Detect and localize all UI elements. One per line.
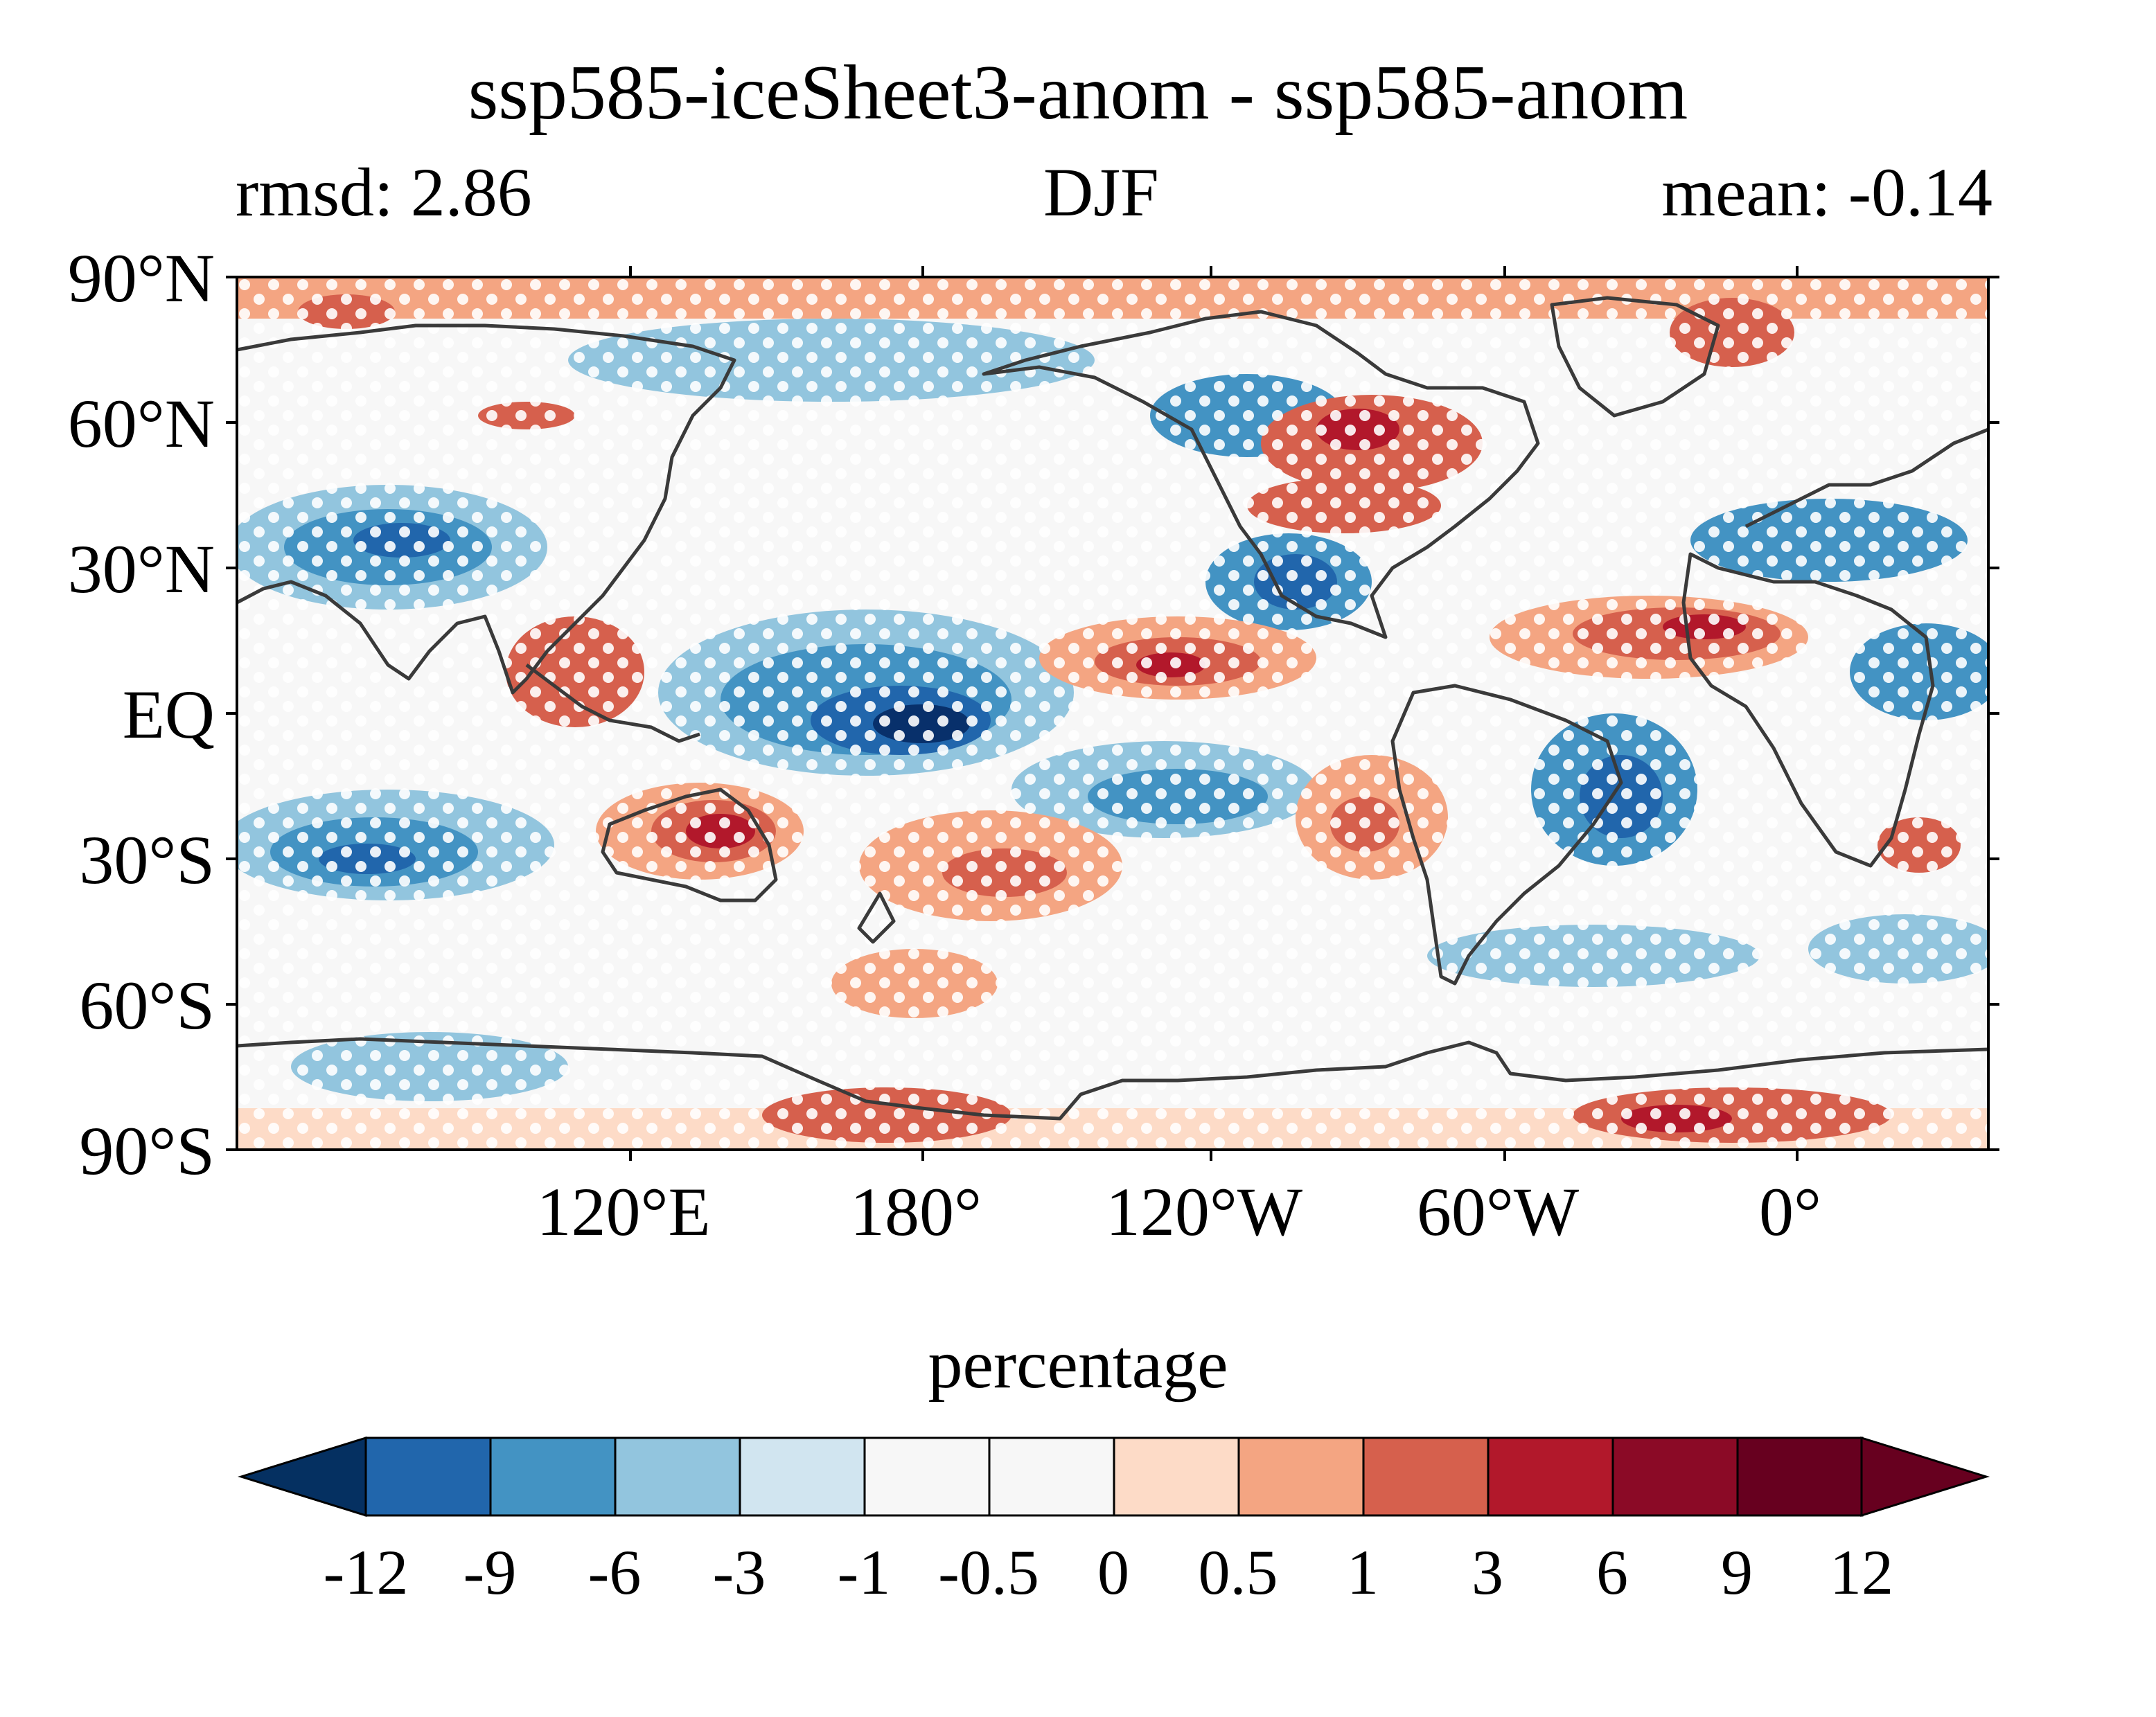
colorbar-bin bbox=[739, 1436, 866, 1517]
colorbar-tick: 1 bbox=[1347, 1537, 1379, 1608]
colorbar-bin bbox=[1113, 1436, 1240, 1517]
eurasia-coastline bbox=[237, 323, 736, 695]
north-america-coastline bbox=[982, 310, 1540, 639]
colorbar-bin bbox=[1237, 1436, 1365, 1517]
colorbar-bin bbox=[1611, 1436, 1739, 1517]
colorbar-tick: -1 bbox=[837, 1537, 891, 1608]
lat-label-30n: 30°N bbox=[67, 531, 215, 607]
lon-label-180: 180° bbox=[850, 1173, 982, 1250]
colorbar-tick: 0.5 bbox=[1198, 1537, 1278, 1608]
lon-label-120e: 120°E bbox=[536, 1173, 711, 1250]
colorbar-bin bbox=[863, 1436, 991, 1517]
europe-coastline bbox=[1744, 427, 1988, 528]
rmsd-label: rmsd: 2.86 bbox=[236, 154, 532, 231]
colorbar-tick: -9 bbox=[463, 1537, 517, 1608]
axis-ticks bbox=[226, 266, 1999, 1161]
greenland-coastline bbox=[1550, 296, 1720, 418]
lat-label-90n: 90°N bbox=[67, 240, 215, 317]
colorbar-bin bbox=[1736, 1436, 1864, 1517]
map-title: ssp585-iceSheet3-anom - ssp585-anom bbox=[468, 50, 1688, 136]
lat-label-60s: 60°S bbox=[79, 967, 215, 1044]
maritime-continent-coastline bbox=[525, 664, 700, 743]
lon-label-0: 0° bbox=[1759, 1173, 1821, 1250]
lat-label-60n: 60°N bbox=[67, 385, 215, 462]
africa-coastline bbox=[1681, 552, 1935, 868]
colorbar-tick: 0 bbox=[1097, 1537, 1129, 1608]
new-zealand-coastline bbox=[857, 891, 896, 944]
colorbar-bin bbox=[1487, 1436, 1614, 1517]
mean-label: mean: -0.14 bbox=[1661, 154, 1992, 231]
lat-label-30s: 30°S bbox=[79, 821, 215, 898]
colorbar-label: percentage bbox=[928, 1326, 1228, 1403]
south-america-coastline bbox=[1390, 684, 1623, 986]
colorbar-bin bbox=[364, 1436, 492, 1517]
colorbar-tick: 3 bbox=[1472, 1537, 1503, 1608]
colorbar-bin bbox=[988, 1436, 1115, 1517]
colorbar bbox=[237, 1436, 1990, 1518]
colorbar-bin bbox=[489, 1436, 617, 1517]
colorbar-extend-low bbox=[237, 1436, 367, 1518]
antarctica-coastline bbox=[237, 1037, 1988, 1121]
colorbar-tick: -0.5 bbox=[938, 1537, 1039, 1608]
lat-label-90s: 90°S bbox=[79, 1112, 215, 1189]
colorbar-tick: 12 bbox=[1830, 1537, 1893, 1608]
australia-coastline bbox=[601, 788, 778, 902]
lon-label-60w: 60°W bbox=[1416, 1173, 1580, 1250]
season-label: DJF bbox=[1043, 154, 1159, 231]
colorbar-tick: -6 bbox=[587, 1537, 642, 1608]
lat-label-eq: EQ bbox=[122, 676, 215, 753]
colorbar-tick: -3 bbox=[712, 1537, 766, 1608]
colorbar-extend-high bbox=[1860, 1436, 1990, 1518]
lon-label-120w: 120°W bbox=[1105, 1173, 1303, 1250]
colorbar-bin bbox=[614, 1436, 741, 1517]
colorbar-tick: 6 bbox=[1596, 1537, 1628, 1608]
colorbar-tick: 9 bbox=[1721, 1537, 1753, 1608]
colorbar-tick: -12 bbox=[323, 1537, 409, 1608]
anomaly-field bbox=[237, 277, 1988, 1150]
colorbar-bin bbox=[1362, 1436, 1490, 1517]
coastlines bbox=[237, 296, 1988, 1121]
